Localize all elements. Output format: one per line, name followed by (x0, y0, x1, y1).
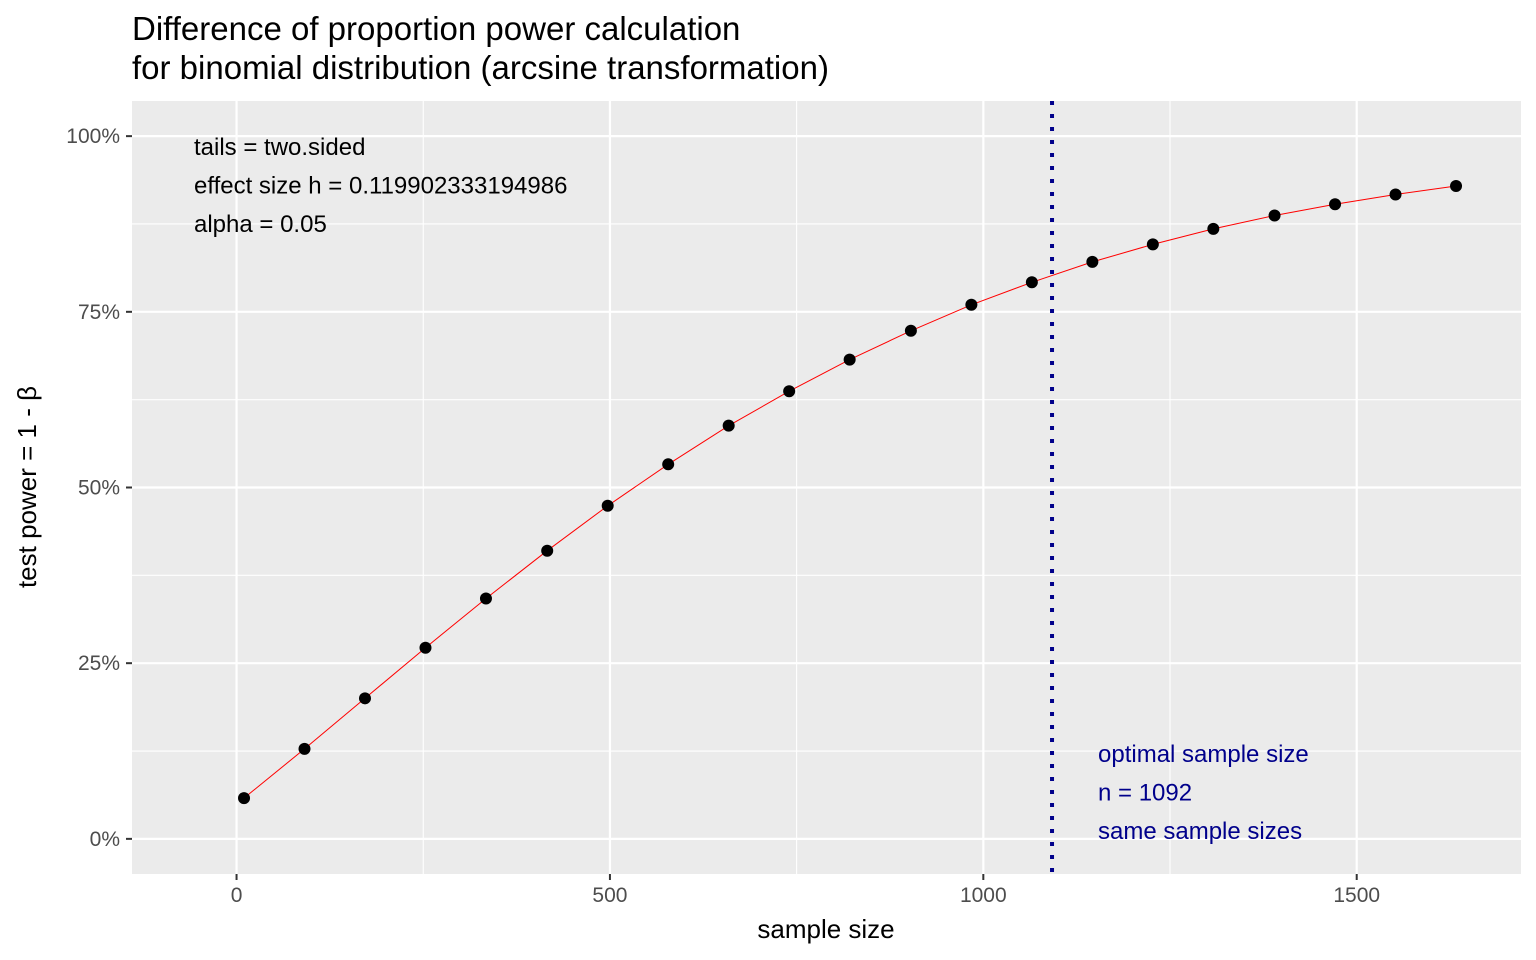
data-point (965, 298, 978, 311)
data-point (358, 692, 371, 705)
data-point (541, 544, 554, 557)
param-annotation: tails = two.sided (194, 134, 365, 161)
data-point (843, 353, 856, 366)
y-tick-label: 100% (66, 125, 120, 148)
optimal-annotation: optimal sample size (1098, 741, 1309, 768)
x-tick-label: 500 (592, 884, 627, 907)
data-point (904, 324, 917, 337)
grid-lines (132, 101, 1521, 874)
data-point (1146, 238, 1159, 251)
data-point (601, 499, 614, 512)
chart-title-line-2: for binomial distribution (arcsine trans… (132, 49, 829, 86)
x-axis-title: sample size (757, 914, 894, 944)
x-tick-label: 0 (231, 884, 243, 907)
data-point (419, 641, 432, 654)
data-point (479, 592, 492, 605)
data-point (662, 458, 675, 471)
y-axis-title: test power = 1 - β (12, 386, 42, 588)
data-point (722, 419, 735, 432)
x-tick-label: 1500 (1333, 884, 1380, 907)
data-point (1450, 180, 1463, 193)
data-point (1207, 222, 1220, 235)
annotations: tails = two.sided effect size h = 0.11990… (194, 134, 1309, 845)
x-tick-label: 1000 (960, 884, 1007, 907)
optimal-annotation: n = 1092 (1098, 780, 1192, 807)
y-tick-label: 75% (78, 301, 120, 324)
param-annotation: alpha = 0.05 (194, 211, 327, 238)
data-point (1268, 209, 1281, 222)
data-point (1389, 188, 1402, 201)
param-annotation: effect size h = 0.119902333194986 (194, 173, 567, 200)
data-point (1025, 276, 1038, 289)
y-tick-label: 0% (90, 828, 120, 851)
axis-ticks: 0 500 1000 1500 0% 25% 50% 75% 100% (66, 125, 1380, 907)
chart-title-line-1: Difference of proportion power calculati… (132, 10, 740, 47)
optimal-annotation: same sample sizes (1098, 818, 1302, 845)
y-tick-label: 25% (78, 652, 120, 675)
data-point (1086, 255, 1099, 268)
data-point (1329, 198, 1342, 211)
data-point (238, 792, 251, 805)
data-point (783, 385, 796, 398)
y-tick-label: 50% (78, 477, 120, 500)
data-point (298, 742, 311, 755)
data-points (238, 180, 1463, 805)
